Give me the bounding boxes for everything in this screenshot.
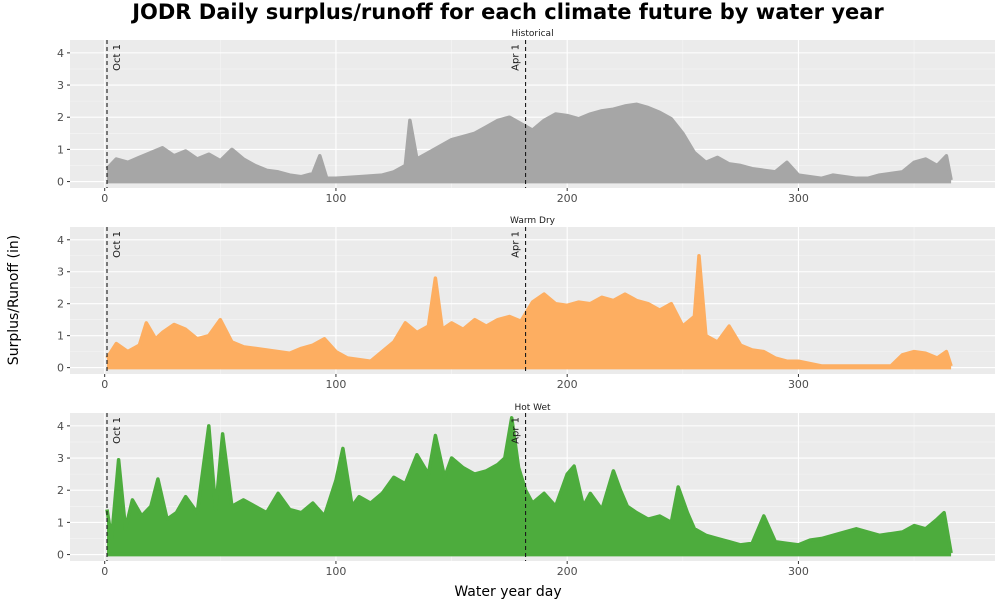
x-tick-label: 300 [788, 378, 809, 391]
x-tick-label: 0 [101, 192, 108, 205]
series-area [107, 255, 952, 368]
y-tick-label: 4 [57, 234, 64, 247]
y-tick-label: 4 [57, 47, 64, 60]
y-tick-label: 2 [57, 111, 64, 124]
y-tick-label: 3 [57, 452, 64, 465]
y-tick-label: 3 [57, 266, 64, 279]
y-tick-label: 1 [57, 143, 64, 156]
y-tick-label: 1 [57, 516, 64, 529]
y-tick-label: 2 [57, 484, 64, 497]
x-tick-label: 200 [557, 192, 578, 205]
y-tick-label: 2 [57, 298, 64, 311]
x-tick-label: 100 [325, 378, 346, 391]
panel-strip-label: Historical [511, 29, 553, 39]
x-tick-label: 0 [101, 565, 108, 578]
panel-strip-label: Warm Dry [510, 216, 556, 226]
x-axis-title: Water year day [454, 584, 561, 600]
x-tick-label: 300 [788, 192, 809, 205]
x-tick-label: 300 [788, 565, 809, 578]
series-line [105, 416, 953, 554]
reference-line-label: Apr 1 [511, 44, 522, 71]
x-tick-label: 200 [557, 565, 578, 578]
panel-historical: Historical 0 100 200 300 0 1 2 3 4 Oct 1 Apr 1 [57, 29, 995, 205]
reference-line-label: Apr 1 [511, 231, 522, 258]
y-tick-label: 0 [57, 176, 64, 189]
panel-warm-dry: Warm Dry 0 100 200 300 0 1 2 3 4 Oct 1 Apr 1 [57, 216, 995, 391]
chart-title: JODR Daily surplus/runoff for each clima… [130, 0, 884, 24]
reference-line-label: Oct 1 [112, 417, 123, 444]
x-tick-label: 0 [101, 378, 108, 391]
x-tick-label: 100 [325, 192, 346, 205]
series-area [107, 417, 952, 555]
reference-line-label: Apr 1 [511, 417, 522, 444]
y-tick-label: 1 [57, 330, 64, 343]
x-tick-label: 200 [557, 378, 578, 391]
series-line [105, 254, 953, 368]
reference-line-label: Oct 1 [112, 231, 123, 258]
y-tick-label: 4 [57, 420, 64, 433]
y-tick-label: 0 [57, 549, 64, 562]
reference-line-label: Oct 1 [112, 44, 123, 71]
y-tick-label: 0 [57, 362, 64, 375]
y-tick-label: 3 [57, 79, 64, 92]
panel-strip-label: Hot Wet [514, 403, 551, 413]
x-tick-label: 100 [325, 565, 346, 578]
y-axis-title: Surplus/Runoff (in) [6, 235, 22, 365]
series-line [105, 102, 953, 181]
panel-hot-wet: Hot Wet 0 100 200 300 0 1 2 3 4 Oct 1 Apr 1 [57, 403, 995, 578]
